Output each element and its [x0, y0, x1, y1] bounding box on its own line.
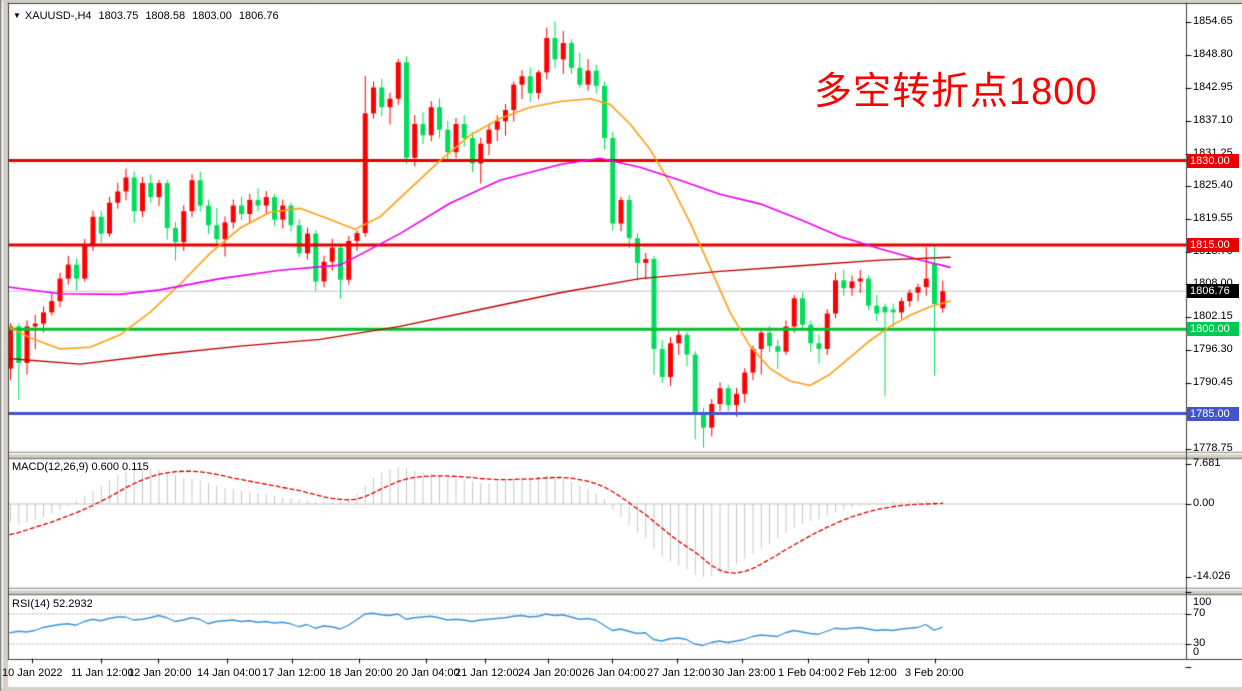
ohlc-high: 1808.58: [145, 10, 186, 22]
time-axis-label: 18 Jan 20:00: [329, 667, 393, 679]
macd-indicator-label: MACD(12,26,9) 0.600 0.115: [12, 461, 149, 473]
chevron-down-icon[interactable]: ▼: [13, 11, 21, 20]
time-axis-label: 26 Jan 04:00: [582, 667, 646, 679]
time-axis-label: 27 Jan 12:00: [647, 667, 711, 679]
macd-tick-label: 7.681: [1193, 457, 1221, 470]
rsi-tick-label: 30: [1193, 637, 1206, 649]
time-axis-label: 14 Jan 04:00: [197, 667, 261, 679]
price-line-label: 1800.00: [1187, 322, 1239, 337]
time-axis-label: 11 Jan 12:00: [71, 667, 134, 679]
price-tick-label: 1790.45: [1193, 375, 1233, 388]
time-axis-label: 3 Feb 20:00: [905, 667, 964, 679]
time-axis-label: 24 Jan 20:00: [518, 667, 582, 679]
ohlc-low: 1803.00: [192, 10, 232, 22]
time-axis-label: 10 Jan 2022: [2, 667, 63, 679]
macd-tick-label: 0.00: [1193, 497, 1215, 509]
rsi-indicator-label: RSI(14) 52.2932: [12, 598, 93, 610]
time-axis-label: 30 Jan 23:00: [712, 667, 776, 679]
time-axis-label: 20 Jan 04:00: [396, 667, 460, 679]
macd-tick-label: -14.026: [1193, 569, 1231, 582]
symbol-timeframe: XAUUSD-,H4: [24, 10, 92, 22]
price-tick-label: 1796.30: [1193, 343, 1233, 356]
price-line-label: 1830.00: [1187, 153, 1239, 168]
panel-divider-macd[interactable]: [0, 452, 1242, 459]
rsi-tick-label: 100: [1193, 596, 1212, 608]
ohlc-close: 1806.76: [238, 10, 279, 22]
price-tick-label: 1842.95: [1193, 80, 1233, 93]
panel-divider-rsi[interactable]: [0, 588, 1242, 595]
price-line-label: 1785.00: [1187, 406, 1239, 421]
rsi-tick-label: 0: [1193, 646, 1200, 658]
ohlc-header: ▼ XAUUSD-,H4 1803.75 1808.58 1803.00 1806.76: [13, 10, 286, 22]
time-axis-label: 21 Jan 12:00: [455, 667, 519, 679]
price-tick-label: 1802.15: [1193, 310, 1233, 323]
price-line-label: 1815.00: [1187, 237, 1239, 252]
time-axis-label: 2 Feb 12:00: [838, 667, 897, 679]
price-tick-label: 1778.75: [1193, 441, 1233, 454]
price-line-label: 1806.76: [1187, 284, 1239, 299]
price-tick-label: 1837.10: [1193, 113, 1233, 126]
price-tick-label: 1848.80: [1193, 47, 1233, 60]
time-axis-label: 1 Feb 04:00: [778, 667, 837, 679]
time-axis-label: 17 Jan 12:00: [262, 667, 326, 679]
price-tick-label: 1854.65: [1193, 15, 1233, 27]
time-axis-label: 12 Jan 20:00: [128, 667, 192, 679]
price-tick-label: 1825.40: [1193, 179, 1233, 192]
ohlc-open: 1803.75: [98, 10, 139, 22]
annotation-text: 多空转折点1800: [814, 71, 1098, 113]
rsi-tick-label: 70: [1193, 607, 1206, 619]
price-tick-label: 1819.55: [1193, 212, 1233, 225]
